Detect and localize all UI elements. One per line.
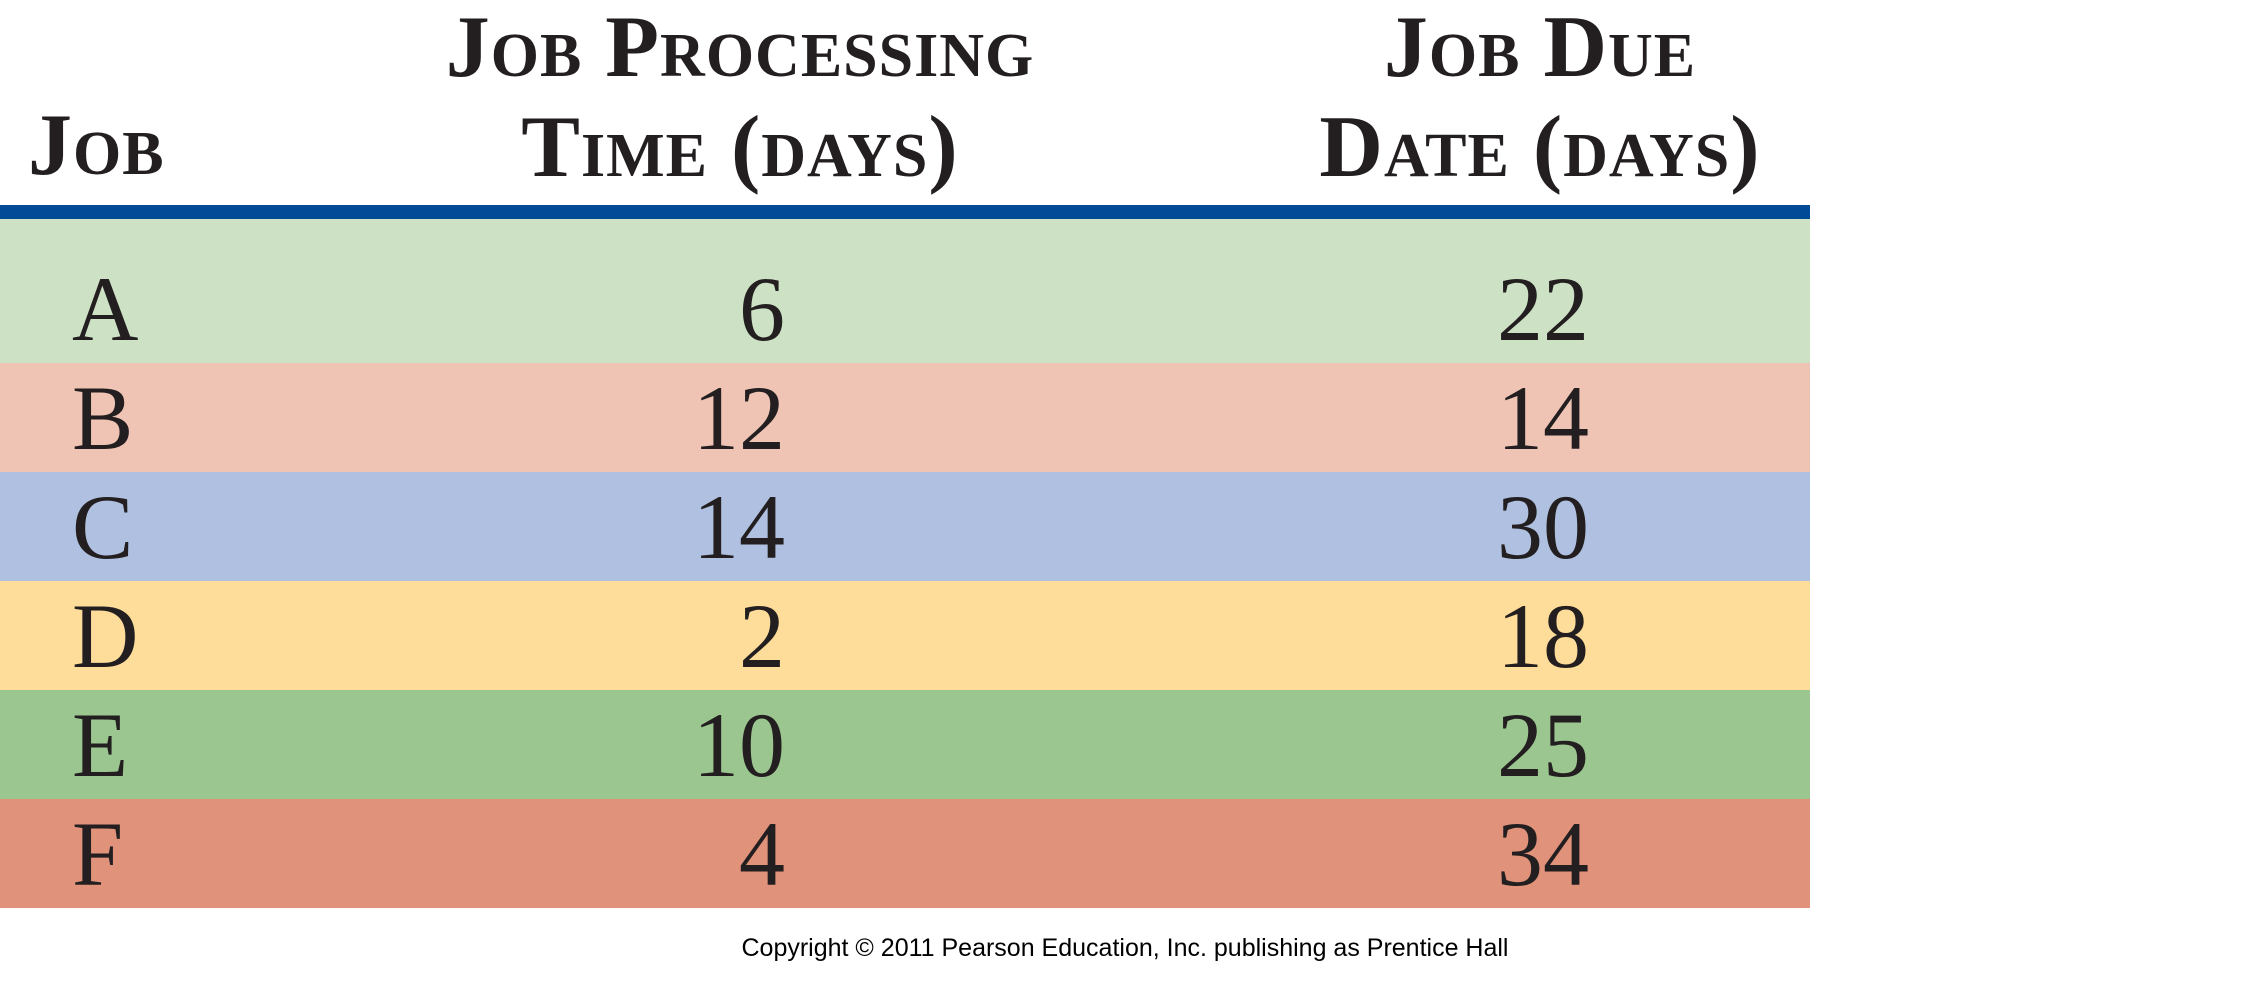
copyright-notice: Copyright © 2011 Pearson Education, Inc.…	[741, 934, 1509, 962]
header-divider	[0, 205, 1810, 219]
cell-job: E	[72, 694, 129, 796]
header-due-date: Job Due Date (days)	[1290, 0, 1790, 198]
cell-due-date: 25	[1497, 694, 1589, 796]
cell-job: D	[72, 585, 139, 687]
cell-due-date: 30	[1497, 476, 1589, 578]
cell-processing-time: 2	[739, 585, 785, 687]
cell-due-date: 22	[1497, 258, 1589, 360]
table-row: A 6 22	[0, 219, 1810, 363]
table-body: A 6 22 B 12 14 C 14 30 D 2 18 E 10 25 F …	[0, 219, 1810, 908]
header-due-date-line-2: Date (days)	[1319, 99, 1761, 196]
cell-due-date: 18	[1497, 585, 1589, 687]
cell-job: A	[72, 258, 139, 360]
job-schedule-table: Job Job Processing Time (days) Job Due D…	[0, 0, 1810, 908]
table-row: C 14 30	[0, 472, 1810, 581]
table-row: B 12 14	[0, 363, 1810, 472]
cell-due-date: 34	[1497, 803, 1589, 905]
header-processing-time: Job Processing Time (days)	[430, 0, 1050, 198]
cell-processing-time: 14	[693, 476, 785, 578]
cell-processing-time: 12	[693, 367, 785, 469]
cell-due-date: 14	[1497, 367, 1589, 469]
cell-processing-time: 4	[739, 803, 785, 905]
cell-job: C	[72, 476, 134, 578]
header-job: Job	[28, 96, 165, 196]
cell-processing-time: 6	[739, 258, 785, 360]
table-row: D 2 18	[0, 581, 1810, 690]
table-row: E 10 25	[0, 690, 1810, 799]
table-row: F 4 34	[0, 799, 1810, 908]
header-processing-time-line-2: Time (days)	[521, 99, 959, 196]
cell-job: B	[72, 367, 134, 469]
cell-job: F	[72, 803, 124, 905]
table-header: Job Job Processing Time (days) Job Due D…	[0, 0, 1810, 205]
header-job-line-1: Job	[28, 97, 165, 194]
header-processing-time-line-1: Job Processing	[445, 0, 1035, 96]
cell-processing-time: 10	[693, 694, 785, 796]
header-due-date-line-1: Job Due	[1383, 0, 1697, 96]
